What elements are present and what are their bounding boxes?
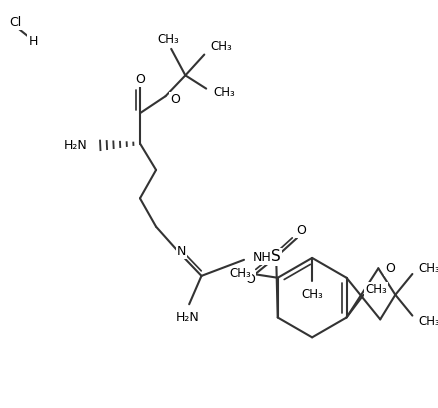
Text: NH: NH (253, 251, 271, 264)
Text: CH₃: CH₃ (230, 268, 251, 280)
Text: O: O (170, 93, 180, 106)
Text: N: N (177, 245, 186, 258)
Text: CH₃: CH₃ (210, 40, 232, 53)
Text: CH₃: CH₃ (365, 283, 387, 296)
Text: H₂N: H₂N (175, 311, 199, 324)
Text: O: O (296, 224, 306, 237)
Text: Cl: Cl (10, 16, 22, 29)
Text: CH₃: CH₃ (214, 86, 236, 99)
Text: CH₃: CH₃ (158, 33, 179, 46)
Text: H₂N: H₂N (63, 139, 87, 152)
Text: O: O (245, 273, 254, 286)
Text: O: O (135, 73, 145, 86)
Text: H: H (28, 35, 38, 48)
Text: CH₃: CH₃ (418, 262, 438, 275)
Text: O: O (385, 262, 395, 275)
Text: CH₃: CH₃ (301, 288, 323, 301)
Text: S: S (271, 249, 281, 264)
Text: CH₃: CH₃ (418, 315, 438, 328)
